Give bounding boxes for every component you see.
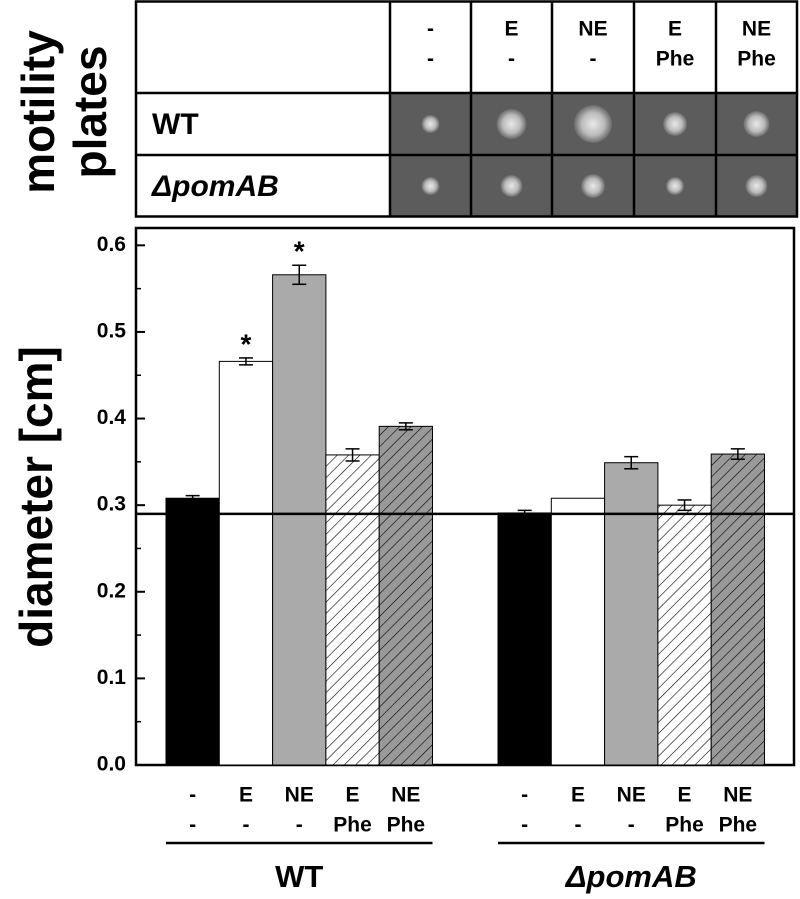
x-tick-label: - — [628, 814, 635, 837]
y-tick-label: 0.6 — [97, 233, 126, 256]
bar — [378, 425, 434, 766]
plates-table: WT ΔpomAB - - E - NE - E Phe NE Phe — [134, 0, 799, 218]
column-label: E — [668, 18, 682, 41]
plate-halo — [581, 174, 605, 198]
x-tick-label: - — [189, 814, 196, 837]
error-bar — [624, 455, 639, 470]
column-label: - — [590, 48, 597, 71]
x-tick-label: - — [574, 814, 581, 837]
plate-halo — [574, 105, 612, 143]
y-tick-label: 0.4 — [97, 406, 127, 429]
column-label: - — [427, 48, 434, 71]
x-tick-label: E — [571, 784, 585, 807]
plate-halo — [421, 177, 440, 195]
column-label: - — [508, 48, 515, 71]
error-bar — [185, 494, 200, 502]
significance-marker: * — [294, 236, 305, 267]
x-tick-label: E — [239, 784, 253, 807]
plate-halo — [745, 175, 768, 197]
error-bar — [292, 264, 307, 286]
bar — [325, 454, 380, 766]
column-label: - — [427, 18, 434, 41]
bar — [272, 274, 327, 766]
significance-marker: * — [240, 328, 251, 359]
table-border — [134, 0, 799, 218]
plate-halo — [496, 109, 527, 139]
side-label: plates — [64, 46, 116, 179]
column-label: NE — [742, 18, 771, 41]
bar — [710, 453, 766, 766]
x-tick-label: Phe — [387, 814, 426, 837]
x-tick-label: E — [678, 784, 692, 807]
y-tick-label: 0.1 — [97, 666, 127, 689]
bar — [165, 497, 220, 766]
column-label: NE — [578, 18, 607, 41]
x-tick-label: - — [242, 814, 249, 837]
bar — [497, 512, 552, 766]
plate-halo — [421, 115, 440, 133]
bar — [657, 504, 712, 766]
plot-frame — [134, 226, 796, 767]
plate-halo — [666, 177, 684, 195]
y-tick-label: 0.0 — [97, 753, 126, 776]
bar — [604, 462, 659, 766]
group-label: WT — [275, 859, 323, 894]
y-tick-label: 0.5 — [97, 319, 127, 342]
x-tick-label: - — [521, 784, 528, 807]
x-tick-label: E — [346, 784, 360, 807]
x-tick-label: NE — [391, 784, 420, 807]
bar-chart: 0.0 0.1 0.2 0.3 0.4 0.5 0.6 - - * E - * NE - E Phe NE Phe W… — [97, 226, 796, 894]
x-tick-label: NE — [617, 784, 646, 807]
x-tick-label: - — [521, 814, 528, 837]
y-axis-label: diameter [cm] — [10, 346, 62, 648]
column-label: E — [504, 18, 518, 41]
x-tick-label: Phe — [719, 814, 758, 837]
plate-halo — [500, 175, 523, 197]
error-bar — [677, 499, 692, 512]
row-label: WT — [152, 108, 199, 141]
error-bar — [345, 448, 360, 462]
x-tick-label: Phe — [665, 814, 704, 837]
y-tick-label: 0.3 — [97, 493, 126, 516]
error-bar — [398, 422, 413, 431]
y-tick-label: 0.2 — [97, 579, 126, 602]
x-tick-label: NE — [723, 784, 752, 807]
bar — [218, 360, 274, 766]
x-tick-label: NE — [285, 784, 314, 807]
plate-halo — [743, 111, 770, 137]
error-bar — [238, 357, 253, 366]
row-label: ΔpomAB — [151, 170, 279, 203]
side-label: motility — [12, 30, 64, 194]
error-bar — [730, 448, 745, 461]
plate-halo — [663, 112, 687, 136]
bar — [550, 497, 606, 766]
x-tick-label: - — [189, 784, 196, 807]
x-tick-label: - — [296, 814, 303, 837]
group-label: ΔpomAB — [565, 859, 697, 894]
column-label: Phe — [737, 48, 776, 71]
x-tick-label: Phe — [333, 814, 372, 837]
column-label: Phe — [656, 48, 695, 71]
